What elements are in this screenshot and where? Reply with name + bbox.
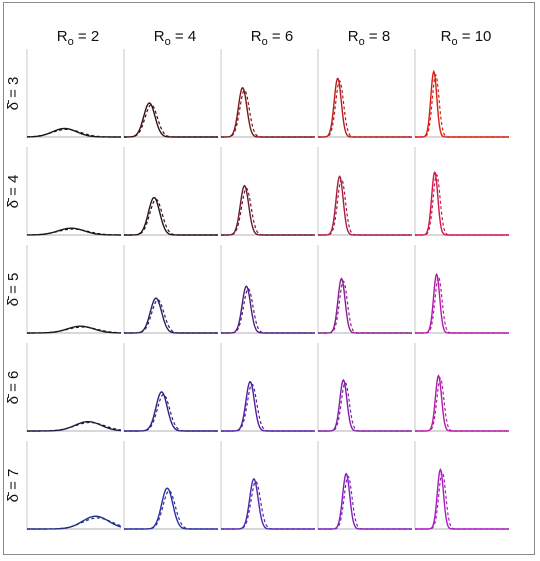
column-label-base: R bbox=[441, 28, 452, 45]
panel bbox=[123, 441, 218, 530]
column-label: Ro = 2 bbox=[57, 28, 99, 48]
solid-series-line bbox=[415, 171, 509, 236]
solid-series-line bbox=[26, 127, 121, 138]
dashed-series-line bbox=[221, 89, 315, 138]
solid-series-line bbox=[124, 297, 218, 334]
row-label: δ̄ = 3 bbox=[5, 77, 22, 111]
dashed-series-line bbox=[415, 377, 509, 432]
dashed-series-line bbox=[124, 198, 218, 236]
column-label-rest: = 10 bbox=[458, 28, 492, 45]
dashed-series-line bbox=[124, 299, 218, 334]
panel bbox=[220, 147, 315, 236]
row-label: δ̄ = 6 bbox=[5, 371, 22, 405]
dashed-series-line bbox=[27, 421, 122, 432]
solid-series-line bbox=[415, 69, 509, 138]
dashed-series-line bbox=[415, 275, 509, 334]
column-label-sub: o bbox=[359, 36, 365, 48]
panel bbox=[123, 245, 218, 334]
row-label: δ̄ = 5 bbox=[5, 273, 22, 307]
dashed-series-line bbox=[415, 471, 509, 530]
solid-series-line bbox=[124, 196, 218, 236]
panel bbox=[220, 245, 315, 334]
panel bbox=[317, 147, 412, 236]
column-label-base: R bbox=[348, 28, 359, 45]
column-label-rest: = 2 bbox=[74, 28, 99, 45]
panel bbox=[220, 343, 315, 432]
solid-series-line bbox=[27, 420, 122, 432]
dashed-series-line bbox=[318, 475, 412, 530]
solid-series-line bbox=[221, 477, 315, 530]
column-label-sub: o bbox=[165, 36, 171, 48]
panel bbox=[26, 147, 121, 236]
solid-series-line bbox=[27, 515, 122, 530]
dashed-series-line bbox=[221, 187, 315, 236]
panel bbox=[220, 441, 315, 530]
column-label: Ro = 10 bbox=[441, 28, 492, 48]
solid-series-line bbox=[415, 374, 509, 432]
panel bbox=[26, 441, 122, 530]
dashed-series-line bbox=[124, 393, 218, 432]
solid-series-line bbox=[124, 391, 218, 432]
panel bbox=[414, 49, 509, 138]
dashed-series-line bbox=[124, 104, 218, 138]
column-label-base: R bbox=[251, 28, 262, 45]
solid-series-line bbox=[415, 272, 509, 334]
solid-series-line bbox=[124, 102, 218, 138]
column-label-sub: o bbox=[68, 36, 74, 48]
dashed-series-line bbox=[415, 73, 509, 138]
panel bbox=[414, 441, 509, 530]
solid-series-line bbox=[318, 77, 412, 138]
dashed-series-line bbox=[221, 480, 315, 530]
solid-series-line bbox=[221, 381, 315, 432]
solid-series-line bbox=[221, 184, 315, 236]
panel bbox=[26, 245, 122, 334]
solid-series-line bbox=[318, 175, 412, 236]
column-label-base: R bbox=[57, 28, 68, 45]
column-label-rest: = 6 bbox=[268, 28, 293, 45]
column-label-rest: = 8 bbox=[365, 28, 390, 45]
panel bbox=[317, 343, 412, 432]
dashed-series-line bbox=[318, 80, 412, 138]
solid-series-line bbox=[415, 468, 509, 530]
panel bbox=[317, 245, 412, 334]
dashed-series-line bbox=[221, 383, 315, 432]
dashed-series-line bbox=[221, 288, 315, 334]
column-label: Ro = 8 bbox=[348, 28, 390, 48]
panel bbox=[317, 441, 412, 530]
panel bbox=[123, 147, 218, 236]
solid-series-line bbox=[318, 472, 412, 530]
solid-series-line bbox=[124, 487, 218, 530]
panel bbox=[26, 49, 122, 138]
figure-frame bbox=[3, 2, 535, 555]
solid-series-line bbox=[318, 277, 412, 334]
solid-series-line bbox=[221, 86, 315, 138]
column-label: Ro = 6 bbox=[251, 28, 293, 48]
column-label-sub: o bbox=[262, 36, 268, 48]
panel bbox=[317, 49, 412, 138]
solid-series-line bbox=[27, 325, 122, 334]
dashed-series-line bbox=[27, 326, 122, 334]
column-label-sub: o bbox=[451, 36, 457, 48]
solid-series-line bbox=[318, 378, 412, 432]
row-label: δ̄ = 4 bbox=[5, 175, 22, 209]
dashed-series-line bbox=[318, 381, 412, 432]
panel bbox=[414, 147, 509, 236]
panel bbox=[123, 343, 218, 432]
solid-series-line bbox=[26, 227, 121, 236]
panel bbox=[26, 343, 122, 432]
row-label: δ̄ = 7 bbox=[5, 469, 22, 503]
panel bbox=[123, 49, 218, 138]
solid-series-line bbox=[221, 285, 315, 334]
panel bbox=[220, 49, 315, 138]
column-label: Ro = 4 bbox=[154, 28, 196, 48]
panel bbox=[414, 245, 509, 334]
panel bbox=[414, 343, 509, 432]
column-label-rest: = 4 bbox=[171, 28, 196, 45]
column-label-base: R bbox=[154, 28, 165, 45]
dashed-series-line bbox=[318, 280, 412, 334]
